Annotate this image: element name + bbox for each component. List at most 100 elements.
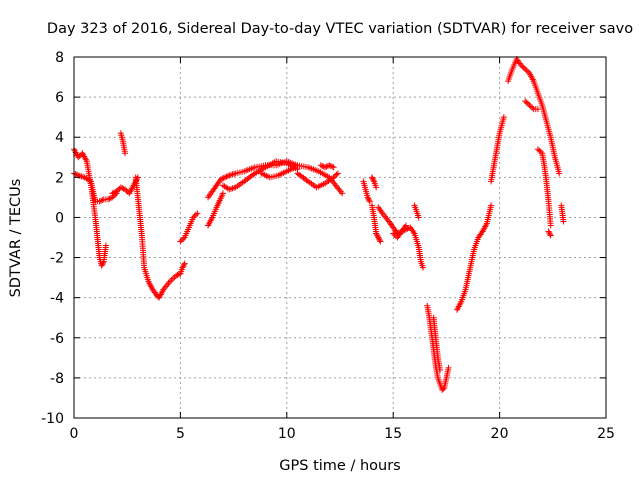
data-point — [546, 231, 553, 238]
data-point — [437, 366, 444, 373]
data-point — [319, 162, 326, 169]
data-point — [181, 260, 188, 267]
series-sat-o — [368, 202, 384, 245]
data-point — [223, 173, 230, 180]
data-point — [415, 214, 422, 221]
data-point — [376, 237, 383, 244]
series-sat-l — [294, 170, 341, 191]
y-tick-label: 2 — [55, 170, 64, 186]
y-tick-label: -10 — [41, 411, 64, 427]
data-point — [373, 184, 380, 191]
x-tick-label: 10 — [278, 426, 296, 442]
data-point — [370, 177, 377, 184]
data-point — [402, 222, 409, 229]
data-point — [122, 186, 129, 193]
data-point — [119, 185, 126, 192]
x-tick-label: 0 — [70, 426, 79, 442]
y-tick-label: 4 — [55, 130, 64, 146]
series-sat-g — [177, 210, 201, 245]
data-point — [220, 175, 227, 182]
y-tick-label: 8 — [55, 50, 64, 66]
data-point — [105, 196, 112, 203]
series-sat-d — [117, 130, 129, 157]
data-point — [329, 163, 336, 170]
series-sat-e — [132, 174, 184, 301]
data-point — [547, 232, 554, 239]
data-point — [117, 184, 124, 191]
data-point — [488, 202, 495, 209]
data-point — [76, 152, 83, 159]
data-point — [190, 214, 197, 221]
data-point — [547, 222, 554, 229]
x-tick-label: 5 — [176, 426, 185, 442]
data-point — [96, 198, 103, 205]
series-sat-r — [390, 222, 409, 241]
y-axis-label: SDTVAR / TECUs — [8, 179, 24, 298]
data-point — [534, 106, 541, 113]
data-point — [72, 170, 79, 177]
data-series — [71, 56, 567, 393]
data-point — [222, 174, 229, 181]
series-sat-i — [205, 190, 226, 229]
data-point — [364, 194, 371, 201]
data-point — [330, 164, 337, 171]
data-point — [517, 62, 524, 69]
data-point — [537, 148, 544, 155]
data-point — [106, 195, 113, 202]
data-point — [102, 242, 109, 249]
data-point — [327, 162, 334, 169]
series-sat-s — [411, 202, 422, 221]
data-point — [180, 235, 187, 242]
y-tick-label: 0 — [55, 210, 64, 226]
data-point — [526, 102, 533, 109]
x-axis-label: GPS time / hours — [279, 458, 400, 474]
series-sat-x — [505, 56, 563, 177]
series-sat-v — [454, 202, 495, 313]
series-sat-ab — [558, 202, 567, 225]
data-point — [323, 163, 330, 170]
data-point — [114, 187, 121, 194]
data-point — [217, 176, 224, 183]
data-point — [110, 189, 117, 196]
data-point — [373, 230, 380, 237]
y-tick-label: -2 — [50, 251, 64, 267]
data-point — [173, 272, 180, 279]
x-tick-label: 15 — [384, 426, 402, 442]
y-tick-label: -4 — [50, 291, 64, 307]
plot-frame — [73, 56, 607, 419]
series-sat-aa — [545, 228, 554, 239]
axis-ticks: 0 5 10 15 20 25 -10 -8 -6 -4 -2 0 2 4 6 8 — [41, 50, 615, 442]
series-sat-f — [177, 260, 188, 277]
data-point — [560, 218, 567, 225]
data-point — [75, 154, 82, 161]
data-point — [369, 175, 376, 182]
series-sat-u — [430, 314, 444, 373]
data-point — [219, 175, 226, 182]
data-point — [174, 271, 181, 278]
data-point — [529, 104, 536, 111]
x-tick-label: 25 — [597, 426, 615, 442]
data-point — [194, 210, 201, 217]
data-point — [527, 103, 534, 110]
data-point — [292, 164, 299, 171]
data-point — [122, 150, 129, 157]
data-point — [178, 237, 185, 244]
data-point — [519, 63, 526, 70]
data-point — [500, 114, 507, 121]
data-point — [193, 211, 200, 218]
data-point — [322, 164, 329, 171]
data-point — [180, 263, 187, 270]
data-point — [522, 66, 529, 73]
data-point — [419, 264, 426, 271]
data-point — [99, 197, 106, 204]
data-point — [556, 170, 563, 177]
data-point — [339, 190, 346, 197]
data-point — [326, 162, 333, 169]
data-point — [123, 187, 130, 194]
data-point — [373, 231, 380, 238]
chart-title: Day 323 of 2016, Sidereal Day-to-day VTE… — [47, 21, 633, 37]
x-tick-label: 20 — [491, 426, 509, 442]
series-sat-y — [522, 98, 541, 113]
y-tick-label: -6 — [50, 331, 64, 347]
